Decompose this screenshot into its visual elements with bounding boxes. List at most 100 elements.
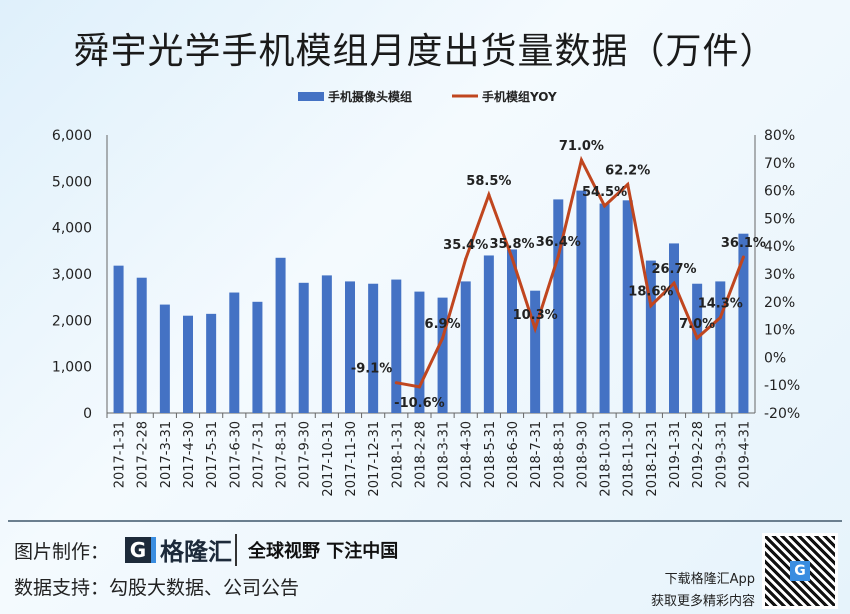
- bar: [692, 283, 703, 413]
- x-tick-label: 2017-7-31: [251, 421, 266, 488]
- x-tick-label: 2017-10-31: [321, 421, 336, 497]
- separator: [235, 534, 237, 566]
- right-tick-label: 10%: [764, 323, 795, 339]
- left-tick-label: 6,000: [52, 128, 92, 144]
- bar: [553, 199, 564, 413]
- yoy-data-label: -10.6%: [394, 396, 445, 411]
- left-tick-label: 2,000: [52, 313, 92, 329]
- right-tick-label: 60%: [764, 184, 795, 200]
- yoy-point: [533, 327, 537, 331]
- x-tick-label: 2019-1-31: [668, 421, 683, 488]
- bar: [368, 283, 379, 413]
- yoy-data-label: 35.4%: [443, 238, 488, 253]
- chart: 手机摄像头模组 手机模组YOY 0 1,000 2,000 3,000 4,000 5,000…: [52, 89, 800, 497]
- logo-g-icon: G: [125, 536, 156, 563]
- x-tick-label: 2017-9-30: [298, 421, 313, 488]
- bar: [530, 290, 541, 413]
- left-tick-label: 5,000: [52, 174, 92, 190]
- x-tick-label: 2017-8-31: [275, 421, 290, 488]
- yoy-point: [695, 336, 699, 340]
- x-tick-label: 2019-3-31: [714, 421, 729, 488]
- right-tick-label: 80%: [764, 128, 795, 144]
- right-tick-label: 70%: [764, 156, 795, 172]
- x-tick-label: 2018-2-28: [413, 421, 428, 488]
- right-tick-label: 30%: [764, 267, 795, 283]
- made-by-label: 图片制作：: [14, 541, 110, 563]
- yoy-point: [718, 316, 722, 320]
- x-tick-label: 2018-6-30: [506, 421, 521, 488]
- x-tick-label: 2018-3-31: [437, 421, 452, 488]
- right-tick-label: 20%: [764, 295, 795, 311]
- bar: [507, 249, 517, 413]
- legend-line-label: 手机模组YOY: [482, 89, 557, 104]
- x-tick-label: 2018-4-30: [460, 421, 475, 488]
- yoy-point: [441, 336, 445, 340]
- yoy-point: [579, 158, 583, 162]
- yoy-point: [464, 257, 468, 261]
- x-tick-label: 2017-5-31: [205, 421, 220, 488]
- bar: [345, 281, 355, 413]
- qr-badge: G: [790, 561, 810, 581]
- bar: [483, 255, 494, 413]
- yoy-point: [672, 281, 676, 285]
- x-tick-label: 2017-3-31: [159, 421, 174, 488]
- brand-logo: G 格隆汇: [125, 532, 232, 567]
- legend-bar-swatch: [298, 92, 324, 101]
- bar: [275, 257, 286, 413]
- bar: [715, 281, 726, 413]
- bar: [206, 313, 217, 413]
- brand-name: 格隆汇: [160, 538, 232, 566]
- x-tick-label: 2018-7-31: [529, 421, 544, 488]
- app-download-text: 下载格隆汇App: [664, 572, 755, 587]
- yoy-data-label: 36.4%: [536, 235, 581, 250]
- x-tick-label: 2018-1-31: [390, 421, 405, 488]
- right-tick-label: -10%: [764, 378, 800, 394]
- yoy-data-label: 62.2%: [605, 163, 650, 178]
- slogan: 全球视野 下注中国: [248, 541, 399, 562]
- yoy-line: [396, 155, 745, 389]
- bar: [298, 282, 309, 413]
- bar: [738, 233, 749, 413]
- data-source: 数据支持：勾股大数据、公司公告: [14, 577, 300, 599]
- yoy-point: [510, 256, 514, 260]
- bar: [414, 291, 425, 413]
- bar: [622, 200, 633, 413]
- yoy-data-label: -9.1%: [351, 362, 392, 377]
- x-tick-label: 2019-2-28: [691, 421, 706, 488]
- x-tick-label: 2018-8-31: [552, 421, 567, 488]
- bar: [229, 292, 240, 413]
- yoy-data-label: 35.8%: [489, 237, 534, 252]
- yoy-point: [394, 381, 398, 385]
- bar: [576, 190, 587, 413]
- yoy-data-label: 14.3%: [698, 297, 743, 312]
- right-tick-label: 40%: [764, 239, 795, 255]
- right-tick-label: 50%: [764, 211, 795, 227]
- x-tick-label: 2017-12-31: [367, 421, 382, 497]
- bar: [599, 203, 610, 413]
- yoy-point: [487, 193, 491, 197]
- yoy-data-label: 58.5%: [466, 174, 511, 189]
- chart-title: 舜宇光学手机模组月度出货量数据（万件）: [73, 31, 777, 72]
- bar: [460, 281, 471, 413]
- yoy-data-label: 54.5%: [582, 185, 627, 200]
- footer-divider: [8, 520, 842, 522]
- app-promo-text: 获取更多精彩内容: [650, 594, 755, 609]
- x-tick-label: 2017-6-30: [228, 421, 243, 488]
- x-tick-label: 2019-4-31: [737, 421, 752, 488]
- bar: [391, 279, 402, 413]
- yoy-point: [556, 254, 560, 258]
- bar: [136, 277, 147, 413]
- left-tick-label: 3,000: [52, 267, 92, 283]
- x-tick-label: 2017-2-28: [136, 421, 151, 488]
- bar: [321, 275, 332, 413]
- yoy-data-label: 36.1%: [721, 236, 766, 251]
- bar: [183, 315, 193, 413]
- yoy-point: [649, 304, 653, 308]
- x-tick-label: 2018-12-31: [645, 421, 660, 497]
- left-tick-label: 0: [83, 406, 92, 422]
- qr-code-icon[interactable]: G: [762, 533, 838, 609]
- yoy-point: [626, 182, 630, 186]
- x-tick-label: 2017-11-30: [344, 421, 359, 497]
- right-tick-label: 0%: [764, 350, 786, 366]
- x-tick-label: 2017-1-31: [113, 421, 128, 488]
